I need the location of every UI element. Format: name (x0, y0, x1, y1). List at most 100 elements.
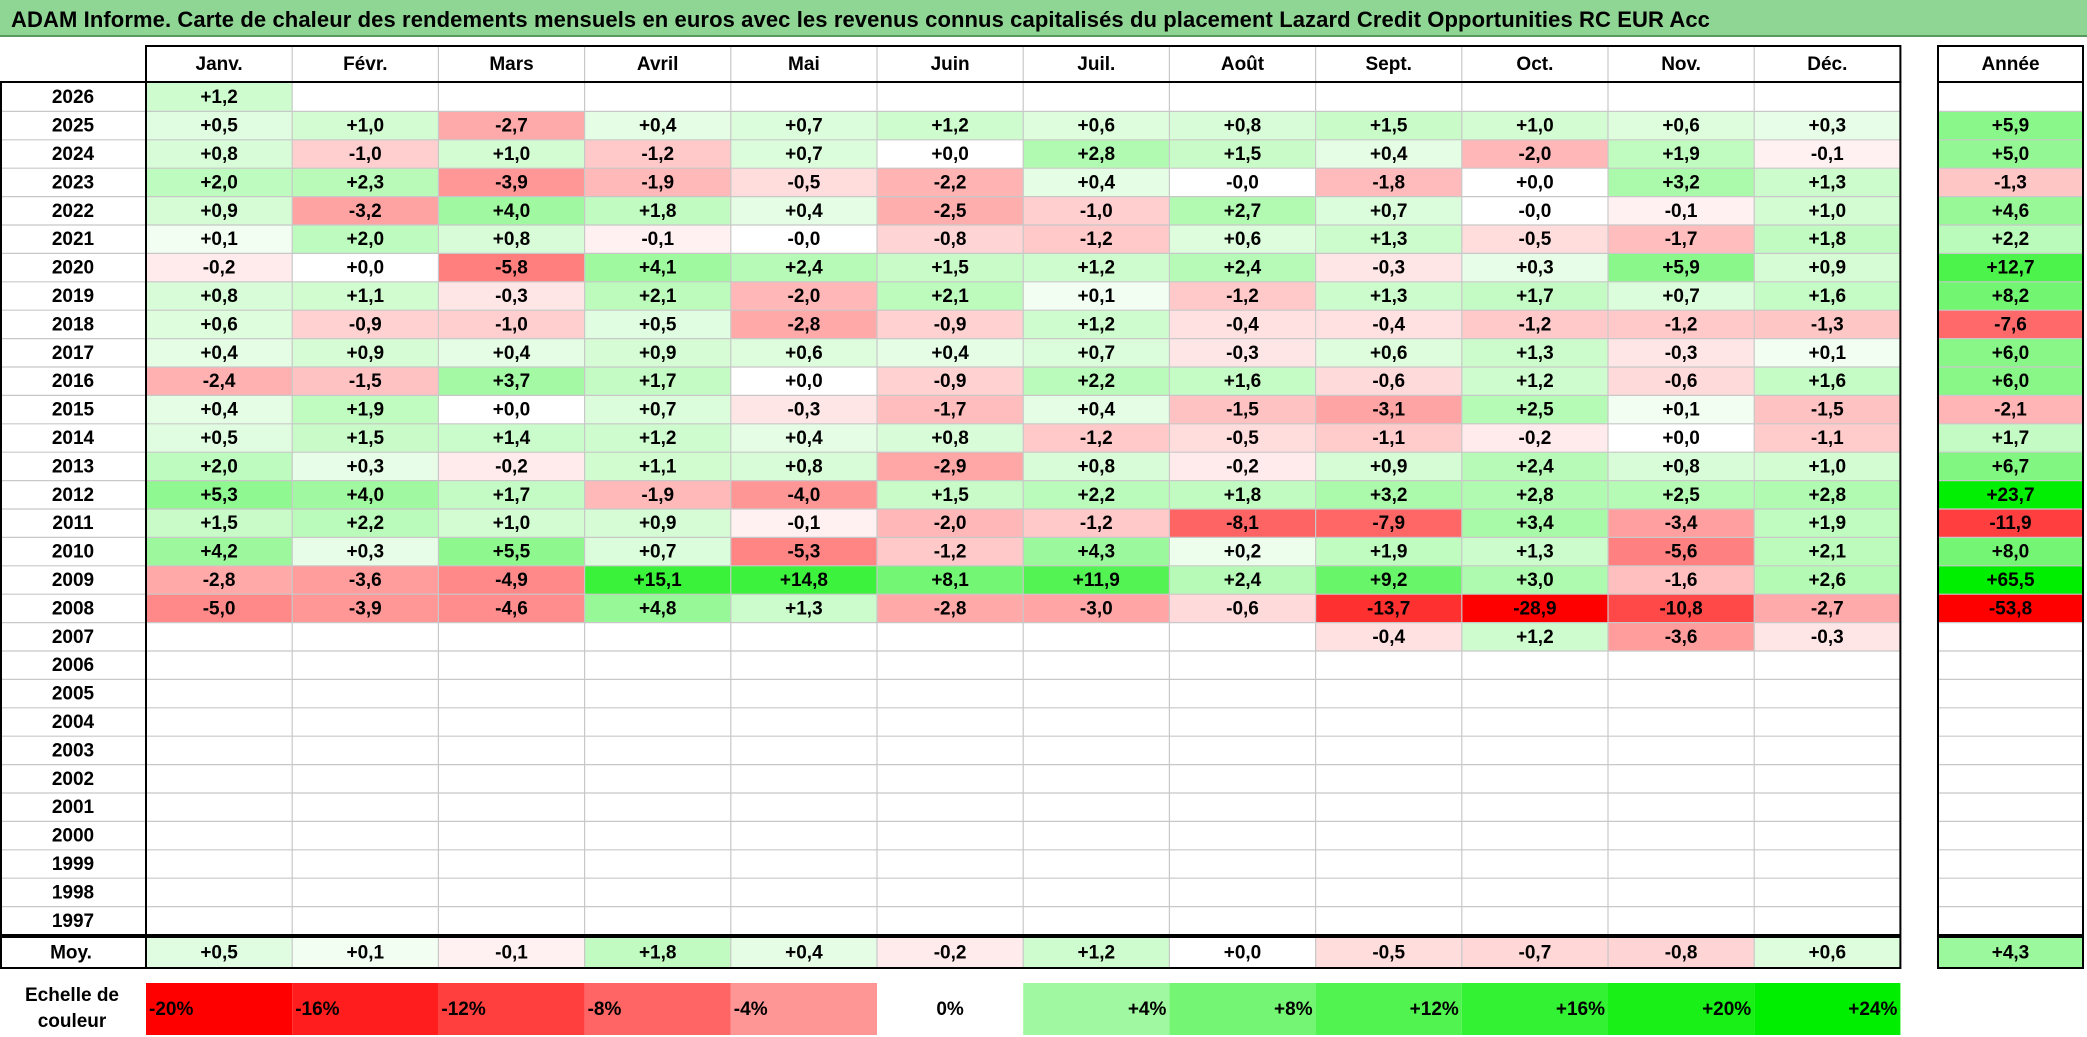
scale-swatch (1754, 983, 1901, 1035)
heatmap-cell (146, 225, 293, 254)
year-label: 2008 (52, 598, 94, 619)
year-label: 1997 (52, 911, 94, 932)
cell-value: +0,0 (493, 400, 531, 421)
heatmap-cell (1461, 452, 1608, 481)
heatmap-cell (1608, 452, 1755, 481)
heatmap-cell (1169, 281, 1316, 311)
heatmap-cell (1754, 225, 1901, 254)
heatmap-cell (146, 565, 293, 595)
annual-value: +6,7 (1992, 456, 2030, 477)
average-cell (584, 937, 731, 968)
cell-value: -1,2 (1226, 286, 1259, 307)
cell-value: +5,9 (1662, 258, 1700, 279)
year-label: 2021 (52, 229, 95, 250)
cell-value: +0,1 (1809, 343, 1847, 364)
cell-value: +0,0 (931, 144, 969, 165)
heatmap-cell (1608, 367, 1755, 396)
heatmap-cell (730, 423, 877, 453)
cell-value: -1,9 (641, 172, 674, 193)
cell-value: -3,1 (1372, 400, 1405, 421)
cell-value: -0,2 (495, 456, 528, 477)
heatmap-cell (1754, 281, 1901, 311)
month-header: Juil. (1077, 54, 1115, 75)
cell-value: +0,9 (200, 201, 238, 222)
cell-value: +0,7 (639, 400, 677, 421)
annual-cell (1938, 168, 2083, 197)
heatmap-cell (730, 111, 877, 140)
heatmap-cell (877, 565, 1024, 595)
cell-value: -0,3 (1665, 343, 1698, 364)
cell-value: +3,7 (493, 371, 531, 392)
cell-value: +1,3 (1516, 343, 1554, 364)
heatmap-cell (1608, 338, 1755, 367)
cell-value: +0,8 (785, 456, 823, 477)
year-label: 2018 (52, 314, 94, 335)
heatmap-cell (1023, 253, 1170, 282)
heatmap-cell (1169, 310, 1316, 339)
annual-cell (1938, 225, 2083, 254)
heatmap-cell (438, 225, 585, 254)
scale-swatch (877, 983, 1024, 1035)
cell-value: +0,4 (1370, 144, 1408, 165)
year-label: 2000 (52, 826, 94, 847)
heatmap-cell (584, 423, 731, 453)
heatmap-cell (1169, 225, 1316, 254)
heatmap-cell (1461, 196, 1608, 225)
cell-value: +1,4 (493, 428, 531, 449)
heatmap-cell (877, 423, 1024, 453)
year-label: 2023 (52, 172, 94, 193)
heatmap-cell (1169, 253, 1316, 282)
cell-value: -7,9 (1372, 513, 1405, 534)
cell-value: +11,9 (1073, 570, 1120, 591)
cell-value: +0,0 (1662, 428, 1700, 449)
annual-value: +4,6 (1992, 201, 2030, 222)
heatmap-cell (1023, 395, 1170, 424)
cell-value: +2,7 (1224, 201, 1262, 222)
heatmap-cell (1169, 480, 1316, 509)
cell-value: -1,0 (349, 144, 382, 165)
cell-value: +1,2 (1516, 627, 1554, 648)
cell-value: +4,0 (493, 201, 531, 222)
cell-value: +1,5 (931, 485, 969, 506)
cell-value: -0,9 (934, 371, 967, 392)
year-label: 2015 (52, 400, 95, 421)
year-label: 2002 (52, 769, 94, 790)
heatmap-cell (1169, 196, 1316, 225)
average-cell (1608, 937, 1755, 968)
cell-value: +2,8 (1516, 485, 1554, 506)
cell-value: -0,9 (934, 314, 967, 335)
scale-tick-label: +8% (1274, 999, 1313, 1020)
average-value: -0,1 (495, 943, 528, 964)
month-header: Mars (489, 54, 533, 75)
average-value: -0,2 (934, 943, 967, 964)
heatmap-cell (292, 111, 439, 140)
cell-value: +0,9 (639, 343, 677, 364)
heatmap-cell (1754, 452, 1901, 481)
cell-value: -1,9 (641, 485, 674, 506)
cell-value: +1,5 (200, 513, 238, 534)
cell-value: -0,0 (1519, 201, 1552, 222)
heatmap-cell (1461, 594, 1608, 623)
heatmap-cell (1169, 594, 1316, 623)
heatmap-cell (292, 338, 439, 367)
cell-value: -0,6 (1372, 371, 1405, 392)
average-annual-cell (1938, 937, 2083, 968)
annual-cell (1938, 367, 2083, 396)
cell-value: +0,9 (1370, 456, 1408, 477)
heatmap-cell (1315, 139, 1462, 169)
heatmap-cell (1461, 480, 1608, 509)
heatmap-cell (1461, 281, 1608, 311)
scale-tick-label: +16% (1556, 999, 1605, 1020)
cell-value: +2,6 (1809, 570, 1847, 591)
heatmap-cell (1315, 225, 1462, 254)
scale-tick-label: +4% (1128, 999, 1167, 1020)
heatmap-cell (1608, 196, 1755, 225)
cell-value: +2,4 (1516, 456, 1554, 477)
heatmap-cell (1608, 594, 1755, 623)
cell-value: -1,7 (934, 400, 967, 421)
cell-value: +0,7 (785, 144, 823, 165)
heatmap-cell (877, 594, 1024, 623)
scale-tick-label: -16% (295, 999, 339, 1020)
cell-value: -0,1 (641, 229, 674, 250)
year-label: 2004 (52, 712, 95, 733)
